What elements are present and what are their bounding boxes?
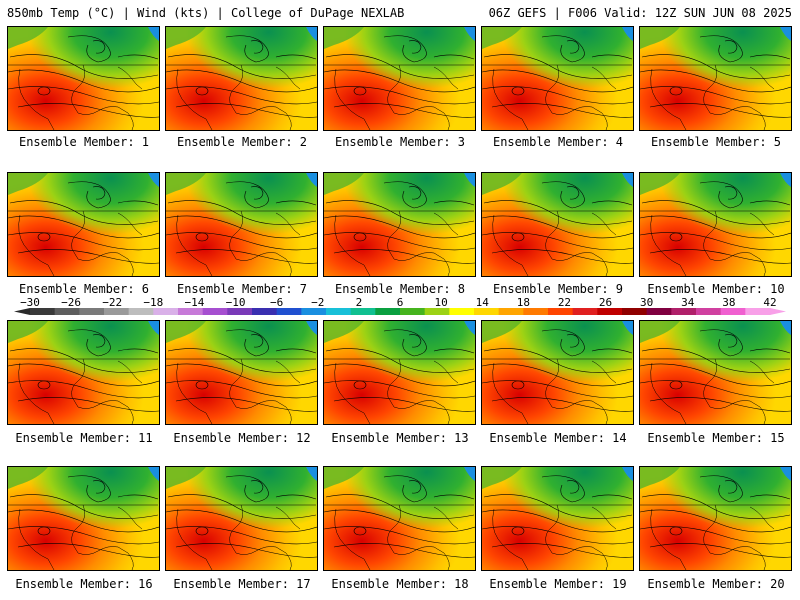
colorbar-segment	[326, 308, 352, 315]
colorbar-segment	[572, 308, 598, 315]
colorbar-segment	[646, 308, 672, 315]
colorbar-segment	[597, 308, 623, 315]
ensemble-member-map	[165, 26, 318, 131]
ensemble-member-label: Ensemble Member: 19	[489, 577, 627, 591]
ensemble-member-map	[481, 172, 634, 277]
colorbar-right-arrow	[770, 308, 786, 315]
ensemble-member-map	[639, 466, 792, 571]
colorbar-tick-label: −14	[185, 296, 205, 309]
ensemble-member-label: Ensemble Member: 5	[650, 135, 782, 149]
colorbar-tick-label: 6	[397, 296, 404, 309]
ensemble-member-label: Ensemble Member: 2	[176, 135, 308, 149]
ensemble-member-map	[481, 26, 634, 131]
colorbar-segment	[449, 308, 475, 315]
ensemble-member-map	[165, 320, 318, 425]
colorbar-tick-label: 2	[356, 296, 363, 309]
colorbar-segment	[696, 308, 722, 315]
colorbar-tick-label: −2	[311, 296, 324, 309]
ensemble-member-map	[7, 320, 160, 425]
ensemble-member-map	[323, 26, 476, 131]
colorbar-tick-label: 30	[640, 296, 653, 309]
ensemble-member-label: Ensemble Member: 3	[334, 135, 466, 149]
ensemble-member-map	[323, 172, 476, 277]
colorbar-segment	[79, 308, 105, 315]
ensemble-member-map	[165, 466, 318, 571]
colorbar-segment	[424, 308, 450, 315]
colorbar-segment	[375, 308, 401, 315]
ensemble-member-label: Ensemble Member: 10	[647, 282, 785, 296]
ensemble-member-map	[323, 320, 476, 425]
colorbar-left-arrow	[14, 308, 30, 315]
colorbar-segment	[474, 308, 500, 315]
ensemble-member-map	[165, 172, 318, 277]
ensemble-member-label: Ensemble Member: 7	[176, 282, 308, 296]
ensemble-member-map	[481, 320, 634, 425]
colorbar-tick-label: −6	[270, 296, 283, 309]
colorbar-segment	[523, 308, 549, 315]
colorbar-tick-label: 22	[558, 296, 571, 309]
colorbar-tick-label: 34	[681, 296, 695, 309]
header-title-right: 06Z GEFS | F006 Valid: 12Z SUN JUN 08 20…	[488, 6, 792, 20]
colorbar-segment	[202, 308, 228, 315]
colorbar-segment	[227, 308, 253, 315]
colorbar-tick-label: −18	[143, 296, 163, 309]
colorbar-segment	[104, 308, 130, 315]
header-title-left: 850mb Temp (°C) | Wind (kts) | College o…	[7, 6, 405, 20]
colorbar-segment	[252, 308, 278, 315]
colorbar-segment	[350, 308, 376, 315]
ensemble-member-label: Ensemble Member: 1	[18, 135, 150, 149]
colorbar-segment	[301, 308, 327, 315]
colorbar-segment	[178, 308, 204, 315]
colorbar-segment	[54, 308, 80, 315]
colorbar-segment	[276, 308, 302, 315]
ensemble-member-label: Ensemble Member: 20	[647, 577, 785, 591]
ensemble-member-map	[639, 26, 792, 131]
ensemble-member-label: Ensemble Member: 11	[15, 431, 153, 445]
colorbar-segment	[30, 308, 56, 315]
colorbar-segment	[622, 308, 648, 315]
ensemble-member-label: Ensemble Member: 13	[331, 431, 469, 445]
colorbar-tick-label: −30	[20, 296, 40, 309]
temperature-colorbar: −30 −26 −22 −18 −14 −10 −6 −2 2 6 10 14 18 22 26 30 34 38…	[14, 296, 786, 315]
colorbar-segment	[671, 308, 697, 315]
ensemble-member-label: Ensemble Member: 15	[647, 431, 785, 445]
ensemble-member-label: Ensemble Member: 14	[489, 431, 627, 445]
ensemble-member-label: Ensemble Member: 16	[15, 577, 153, 591]
ensemble-member-label: Ensemble Member: 12	[173, 431, 311, 445]
colorbar-tick-label: 18	[517, 296, 530, 309]
colorbar-tick-label: −10	[226, 296, 246, 309]
colorbar-segment	[720, 308, 746, 315]
ensemble-member-label: Ensemble Member: 17	[173, 577, 311, 591]
ensemble-member-map	[7, 466, 160, 571]
ensemble-member-map	[7, 26, 160, 131]
colorbar-segment	[128, 308, 154, 315]
colorbar-segment	[548, 308, 574, 315]
colorbar-tick-label: 38	[722, 296, 735, 309]
ensemble-member-label: Ensemble Member: 18	[331, 577, 469, 591]
ensemble-member-label: Ensemble Member: 4	[492, 135, 624, 149]
colorbar-tick-label: 10	[434, 296, 447, 309]
ensemble-member-map	[481, 466, 634, 571]
colorbar-segment	[498, 308, 524, 315]
ensemble-member-label: Ensemble Member: 6	[18, 282, 150, 296]
colorbar-segment	[400, 308, 426, 315]
ensemble-member-label: Ensemble Member: 9	[492, 282, 624, 296]
colorbar-segment	[745, 308, 771, 315]
ensemble-member-map	[7, 172, 160, 277]
colorbar-segment	[153, 308, 179, 315]
colorbar-tick-label: −22	[102, 296, 122, 309]
ensemble-member-map	[639, 320, 792, 425]
ensemble-member-label: Ensemble Member: 8	[334, 282, 466, 296]
colorbar-tick-label: 14	[476, 296, 490, 309]
ensemble-member-map	[639, 172, 792, 277]
colorbar-tick-label: −26	[61, 296, 81, 309]
ensemble-member-map	[323, 466, 476, 571]
colorbar-tick-label: 42	[763, 296, 776, 309]
colorbar-tick-label: 26	[599, 296, 612, 309]
